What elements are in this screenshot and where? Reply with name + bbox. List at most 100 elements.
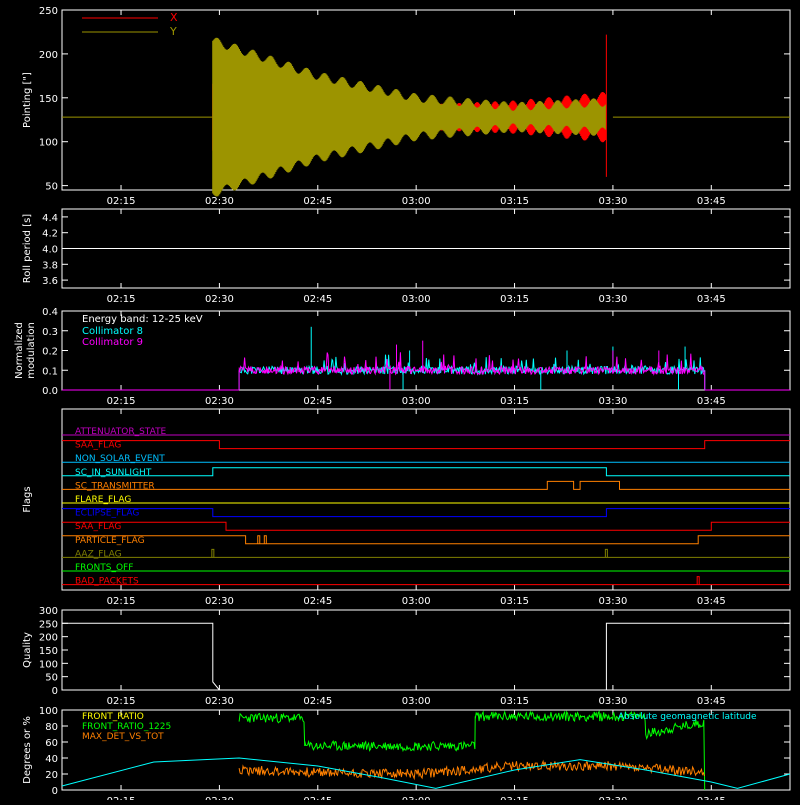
pointing-y-tick-label: 100 <box>39 138 58 149</box>
pointing-y-tick-label: 250 <box>39 6 58 17</box>
flag-label-saa-flag-7: SAA_FLAG <box>75 522 121 532</box>
flag-label-eclipse-flag-6: ECLIPSE_FLAG <box>75 509 139 519</box>
flag-blip-aaz-flag-9 <box>604 548 608 558</box>
flag-blip-aaz-flag-9 <box>211 548 215 558</box>
quality-y-tick-label: 50 <box>45 673 58 684</box>
quality-x-tick-label: 03:30 <box>599 696 628 707</box>
flags-x-tick-label: 03:00 <box>402 596 431 607</box>
ratios-y-tick-label: 100 <box>39 706 58 717</box>
quality-x-tick-label: 02:15 <box>107 696 136 707</box>
legend-label-max-det-vs-tot: MAX_DET_VS_TOT <box>82 732 164 742</box>
ratios-x-tick-label: 03:30 <box>599 796 628 800</box>
roll-x-tick-label: 02:30 <box>205 294 234 305</box>
roll-x-tick-label: 02:15 <box>107 294 136 305</box>
flags-x-tick-label: 02:30 <box>205 596 234 607</box>
modulation-y-tick-label: 0.1 <box>42 366 58 377</box>
legend-label-y: Y <box>169 25 177 38</box>
geomagnetic-latitude-label: Absolute geomagnetic latitude <box>618 712 757 722</box>
roll-y-tick-label: 4.0 <box>42 245 58 256</box>
legend-label-front-ratio: FRONT_RATIO <box>82 712 144 722</box>
pointing-x-tick-label: 03:45 <box>697 196 726 207</box>
legend-label-x: X <box>170 11 178 24</box>
flag-label-flare-flag-5: FLARE_FLAG <box>75 495 131 505</box>
pointing-y-tick-label: 50 <box>45 182 58 193</box>
roll-y-tick-label: 3.8 <box>42 260 58 271</box>
series-collimator-8 <box>238 354 705 376</box>
ratios-y-tick-label: 20 <box>45 770 58 781</box>
ratios-x-tick-label: 02:15 <box>107 796 136 800</box>
modulation-annotation: Energy band: 12-25 keV <box>82 314 203 325</box>
ratios-y-tick-label: 80 <box>45 722 58 733</box>
quality-y-tick-label: 250 <box>39 619 58 630</box>
flag-blip-bad-packets-11 <box>696 576 700 585</box>
flag-label-saa-flag-1: SAA_FLAG <box>75 441 121 451</box>
ratios-y-axis-label: Degrees or % <box>22 716 33 784</box>
series-max-det-vs-tot <box>238 759 705 781</box>
flag-label-bad-packets-11: BAD_PACKETS <box>75 577 139 587</box>
flags-x-tick-label: 02:45 <box>303 596 332 607</box>
ratios-y-tick-label: 40 <box>45 754 58 765</box>
ratios-x-tick-label: 02:45 <box>303 796 332 800</box>
quality-y-tick-label: 150 <box>39 646 58 657</box>
pointing-y-tick-label: 200 <box>39 50 58 61</box>
flag-blip-particle-flag-8 <box>257 535 261 544</box>
flags-x-tick-label: 02:15 <box>107 596 136 607</box>
pointing-x-tick-label: 02:15 <box>107 196 136 207</box>
modulation-y-tick-label: 0.4 <box>42 307 58 318</box>
quality-plot-frame <box>61 609 791 691</box>
roll-x-tick-label: 03:00 <box>402 294 431 305</box>
series-front-ratio-1225 <box>238 710 706 791</box>
ratios-x-tick-label: 03:45 <box>697 796 726 800</box>
modulation-x-tick-label: 02:30 <box>205 396 234 407</box>
quality-x-tick-label: 03:00 <box>402 696 431 707</box>
flag-trace-sc-in-sunlight-3 <box>62 467 790 477</box>
flags-y-axis-label: Flags <box>22 486 33 512</box>
flags-x-tick-label: 03:15 <box>500 596 529 607</box>
quality-y-axis-label: Quality <box>22 632 33 668</box>
quality-y-tick-label: 300 <box>39 606 58 617</box>
flag-label-sc-transmitter-4: SC_TRANSMITTER <box>75 481 155 491</box>
pointing-x-tick-label: 02:45 <box>303 196 332 207</box>
modulation-x-tick-label: 03:45 <box>697 396 726 407</box>
quality-x-tick-label: 02:30 <box>205 696 234 707</box>
ratios-x-tick-label: 02:30 <box>205 796 234 800</box>
pointing-y-axis-label: Pointing ["] <box>22 72 33 128</box>
quality-x-tick-label: 03:15 <box>500 696 529 707</box>
modulation-x-tick-label: 02:15 <box>107 396 136 407</box>
quality-y-tick-label: 200 <box>39 633 58 644</box>
ratios-plot-frame <box>61 709 791 791</box>
modulation-x-tick-label: 03:00 <box>402 396 431 407</box>
flag-trace-sc-transmitter-4 <box>62 480 790 490</box>
legend-label-collimator-9: Collimator 9 <box>82 337 143 348</box>
flag-trace-saa-flag-1 <box>62 440 790 450</box>
ratios-x-tick-label: 03:00 <box>402 796 431 800</box>
pointing-x-tick-label: 03:15 <box>500 196 529 207</box>
modulation-y-tick-label: 0.2 <box>42 347 58 358</box>
flags-plot-frame <box>61 408 791 591</box>
roll-x-tick-label: 03:30 <box>599 294 628 305</box>
modulation-x-tick-label: 03:30 <box>599 396 628 407</box>
series-collimator-9 <box>238 352 705 376</box>
flag-label-attenuator-state-0: ATTENUATOR_STATE <box>75 427 167 437</box>
legend-label-front-ratio-1225: FRONT_RATIO_1225 <box>82 722 171 732</box>
flag-blip-particle-flag-8 <box>263 535 267 544</box>
modulation-y-tick-label: 0.3 <box>42 327 58 338</box>
flag-label-aaz-flag-9: AAZ_FLAG <box>75 549 122 559</box>
ratios-y-tick-label: 0 <box>52 786 58 797</box>
roll-y-tick-label: 3.6 <box>42 276 58 287</box>
pointing-x-tick-label: 02:30 <box>205 196 234 207</box>
roll-y-axis-label: Roll period [s] <box>22 214 33 283</box>
flag-label-fronts-off-10: FRONTS_OFF <box>75 563 133 573</box>
quality-line <box>62 622 790 691</box>
flag-label-particle-flag-8: PARTICLE_FLAG <box>75 536 145 546</box>
ratios-x-tick-label: 03:15 <box>500 796 529 800</box>
series-y-band <box>212 37 606 197</box>
series-absolute-geomagnetic-latitude <box>61 757 791 789</box>
roll-y-tick-label: 4.2 <box>42 229 58 240</box>
modulation-x-tick-label: 03:15 <box>500 396 529 407</box>
modulation-y-axis-label-line2: modulation <box>26 322 37 379</box>
pointing-y-tick-label: 150 <box>39 94 58 105</box>
quality-y-tick-label: 0 <box>52 686 58 697</box>
